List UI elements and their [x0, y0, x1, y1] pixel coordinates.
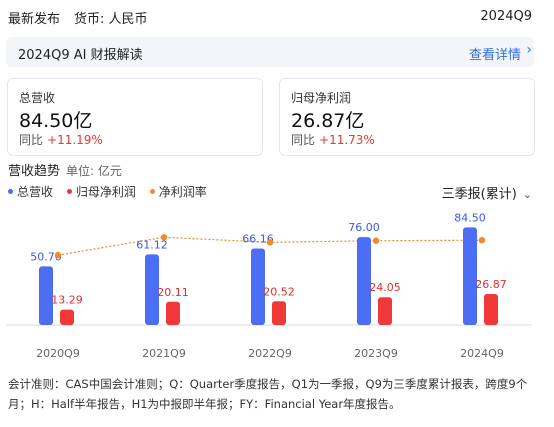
revenue-bar	[251, 248, 265, 325]
legend-label: 净利润率	[158, 185, 207, 199]
chevron-down-icon: ⌄	[522, 188, 532, 201]
card-label: 归母净利润	[291, 91, 352, 105]
ai-report-title: 2024Q9 AI 财报解读	[18, 48, 143, 63]
revenue-value-label: 84.50	[454, 211, 486, 224]
margin-point	[54, 251, 62, 259]
revenue-value-label: 76.00	[348, 221, 380, 234]
margin-point	[372, 237, 380, 244]
period-selector[interactable]: 三季报(累计) ⌄	[442, 183, 532, 202]
legend-item[interactable]: 净利润率	[149, 183, 207, 200]
yoy-value: +11.19%	[47, 133, 103, 147]
revenue-value-label: 50.70	[30, 250, 62, 263]
x-tick-label: 2023Q9	[354, 347, 398, 360]
revenue-bar	[145, 254, 159, 325]
x-tick-label: 2024Q9	[460, 347, 504, 360]
latest-release-label: 最新发布	[8, 12, 61, 27]
chart-legend: 总营收 归母净利润 净利润率	[8, 183, 217, 200]
trend-unit: 单位: 亿元	[66, 164, 122, 178]
net-profit-bar	[166, 301, 180, 325]
legend-dot	[8, 189, 13, 194]
revenue-card[interactable]: 总营收 84.50亿 同比 +11.19%	[7, 78, 263, 156]
yoy-label: 同比	[291, 133, 316, 147]
card-yoy: 同比 +11.19%	[19, 131, 103, 148]
net-profit-bar	[272, 301, 286, 325]
x-tick-label: 2022Q9	[248, 347, 292, 360]
legend-dot	[149, 189, 155, 194]
net-profit-value-label: 20.11	[157, 286, 189, 299]
legend-dot	[66, 189, 72, 194]
ai-report-bar[interactable]	[6, 37, 534, 67]
card-yoy: 同比 +11.73%	[291, 131, 375, 148]
revenue-bar	[463, 227, 477, 325]
chevron-right-icon[interactable]: ›	[526, 42, 532, 58]
margin-point	[478, 237, 486, 244]
x-tick-label: 2020Q9	[36, 347, 80, 360]
net-profit-bar	[378, 297, 392, 325]
x-tick-label: 2021Q9	[142, 347, 186, 360]
net-profit-value-label: 20.52	[263, 285, 295, 298]
header-period: 2024Q9	[480, 9, 532, 24]
header-left: 最新发布 货币: 人民币	[8, 8, 148, 27]
net-profit-card[interactable]: 归母净利润 26.87亿 同比 +11.73%	[279, 78, 535, 156]
trend-title-text: 营收趋势	[8, 164, 61, 179]
revenue-trend-chart: 50.70 13.29 2020Q9 61.12 20.11 2021Q9 66.16 20.…	[6, 211, 532, 360]
net-profit-value-label: 26.87	[475, 278, 507, 291]
legend-label: 归母净利润	[75, 185, 136, 199]
revenue-value-label: 66.16	[242, 233, 274, 246]
yoy-label: 同比	[19, 133, 44, 147]
currency-label: 货币: 人民币	[74, 12, 148, 27]
net-profit-bar	[60, 309, 74, 325]
card-label: 总营收	[19, 91, 56, 105]
card-value: 26.87亿	[291, 110, 365, 132]
margin-point	[266, 239, 274, 246]
legend-label: 总营收	[17, 185, 54, 199]
footnote: 会计准则：CAS中国会计准则；Q：Quarter季度报告，Q1为一季报，Q9为三…	[8, 377, 528, 411]
legend-item[interactable]: 归母净利润	[66, 183, 136, 200]
yoy-value: +11.73%	[319, 133, 375, 147]
legend-item[interactable]: 总营收	[8, 183, 53, 200]
revenue-bar	[39, 266, 53, 325]
net-profit-value-label: 24.05	[369, 281, 401, 294]
view-details-link[interactable]: 查看详情	[468, 48, 521, 63]
card-value: 84.50亿	[19, 110, 93, 132]
trend-title: 营收趋势 单位: 亿元	[8, 160, 122, 179]
period-selector-label: 三季报(累计)	[441, 187, 517, 202]
net-profit-bar	[484, 293, 498, 325]
margin-point	[160, 234, 168, 241]
revenue-bar	[357, 237, 371, 325]
revenue-value-label: 61.12	[136, 238, 168, 251]
net-profit-value-label: 13.29	[51, 294, 83, 307]
